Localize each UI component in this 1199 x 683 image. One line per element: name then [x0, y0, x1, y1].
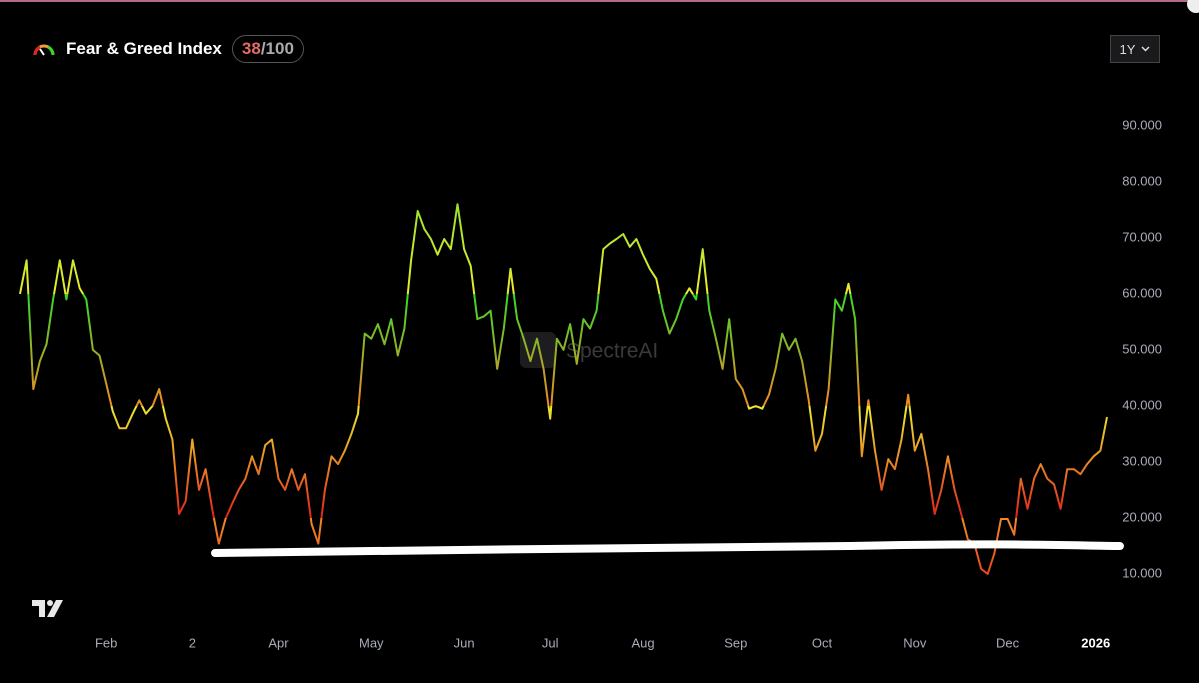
x-tick-label: Sep — [724, 635, 747, 650]
score: 38 — [241, 39, 261, 58]
x-tick-label: Feb — [95, 635, 117, 650]
y-tick-label: 20.000 — [1122, 509, 1162, 524]
y-tick-label: 90.000 — [1122, 117, 1162, 132]
fear-greed-line — [19, 203, 1108, 575]
x-tick-label: Nov — [903, 635, 927, 650]
x-tick-label: Dec — [996, 635, 1020, 650]
annotation-line — [211, 540, 1124, 557]
chevron — [1141, 46, 1150, 52]
x-tick-label: Jun — [454, 635, 475, 650]
x-tick-label: Aug — [631, 635, 654, 650]
y-tick-label: 30.000 — [1122, 453, 1162, 468]
close-button[interactable] — [1187, 0, 1199, 13]
y-tick-label: 10.000 — [1122, 565, 1162, 580]
score-pill: 38/100 — [231, 35, 304, 63]
y-tick-label: 60.000 — [1122, 285, 1162, 300]
range-label: 1Y — [1119, 41, 1136, 57]
watermark: SpectreAI — [566, 340, 658, 363]
y-tick-label: 70.000 — [1122, 229, 1162, 244]
range-select[interactable]: 1Y — [1110, 35, 1160, 63]
x-tick-label: Jul — [542, 635, 559, 650]
y-tick-label: 80.000 — [1122, 173, 1162, 188]
watermark-logo — [520, 332, 556, 368]
y-tick-label: 50.000 — [1122, 341, 1162, 356]
x-tick-label: Oct — [812, 635, 833, 650]
y-tick-label: 40.000 — [1122, 397, 1162, 412]
x-tick-label: Apr — [268, 635, 289, 650]
tradingview-logo — [32, 600, 63, 617]
header: Fear & Greed Index 38/100 — [32, 34, 304, 64]
score-scale: /100 — [260, 39, 294, 58]
gauge-icon — [33, 44, 55, 56]
x-tick-label: 2 — [189, 635, 196, 650]
x-tick-label: May — [359, 635, 384, 650]
x-tick-label: 2026 — [1081, 635, 1110, 650]
title: Fear & Greed Index — [66, 39, 222, 58]
